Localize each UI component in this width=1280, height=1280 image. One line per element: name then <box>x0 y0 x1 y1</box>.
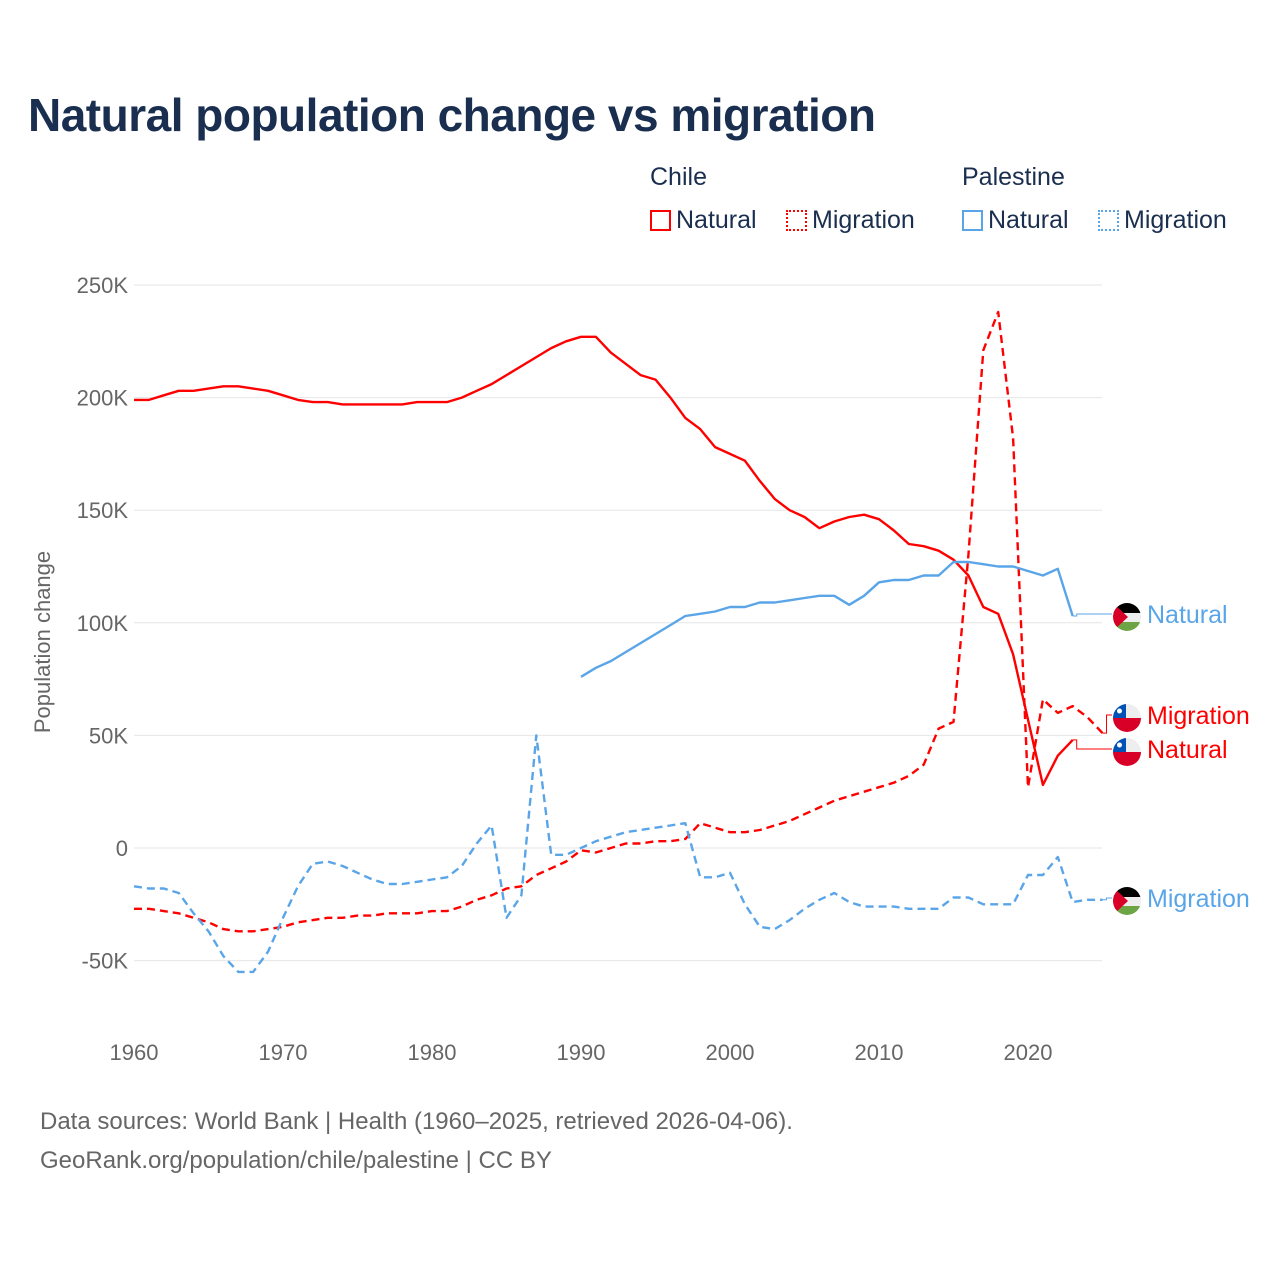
dotted-swatch-icon <box>1098 210 1119 231</box>
legend-label: Migration <box>812 206 915 234</box>
series-end-label: Natural <box>1147 736 1228 764</box>
y-tick-label: -50K <box>82 949 129 974</box>
dotted-swatch-icon <box>786 210 807 231</box>
y-tick-label: 50K <box>89 723 128 748</box>
legend-label: Natural <box>988 206 1069 234</box>
legend-label: Migration <box>1124 206 1227 234</box>
x-tick-label: 1990 <box>557 1040 606 1065</box>
series-line-chile-migration <box>134 310 1104 933</box>
series-end-label: Natural <box>1147 601 1228 629</box>
legend-label: Natural <box>676 206 757 234</box>
label-connector <box>1072 613 1112 617</box>
x-tick-label: 1970 <box>259 1040 308 1065</box>
series-line-palestine-natural <box>580 560 1074 678</box>
x-tick-label: 2000 <box>706 1040 755 1065</box>
series-end-label: Migration <box>1147 702 1250 730</box>
y-tick-label: 0 <box>116 836 128 861</box>
chart-title: Natural population change vs migration <box>28 89 876 141</box>
legend-group-chile: Chile <box>650 163 707 191</box>
series-line-chile-natural <box>134 335 1074 787</box>
solid-swatch-icon <box>650 210 671 231</box>
chile-flag-icon <box>1113 738 1141 766</box>
label-connector <box>1072 739 1112 750</box>
footer-sources: Data sources: World Bank | Health (1960–… <box>40 1108 793 1135</box>
legend-group-palestine: Palestine <box>962 163 1065 191</box>
solid-swatch-icon <box>962 210 983 231</box>
legend-chile-migration[interactable]: Migration <box>786 206 915 235</box>
x-tick-label: 1980 <box>408 1040 457 1065</box>
legend-palestine-migration[interactable]: Migration <box>1098 206 1227 235</box>
series-line-palestine-migration <box>133 734 1103 974</box>
y-tick-label: 100K <box>77 611 129 636</box>
y-tick-label: 200K <box>77 386 129 411</box>
x-tick-label: 2020 <box>1004 1040 1053 1065</box>
x-tick-label: 1960 <box>110 1040 159 1065</box>
y-tick-label: 250K <box>77 273 129 298</box>
legend-palestine-natural[interactable]: Natural <box>962 206 1069 235</box>
y-tick-label: 150K <box>77 498 129 523</box>
label-connector <box>1102 897 1112 901</box>
footer-link[interactable]: GeoRank.org/population/chile/palestine |… <box>40 1147 552 1174</box>
x-tick-label: 2010 <box>855 1040 904 1065</box>
label-connector <box>1102 714 1112 734</box>
palestine-flag-icon <box>1113 887 1141 915</box>
chile-flag-icon <box>1113 704 1141 732</box>
y-axis-label: Population change <box>30 551 55 733</box>
palestine-flag-icon <box>1113 603 1141 631</box>
legend-chile-natural[interactable]: Natural <box>650 206 757 235</box>
series-end-label: Migration <box>1147 885 1250 913</box>
